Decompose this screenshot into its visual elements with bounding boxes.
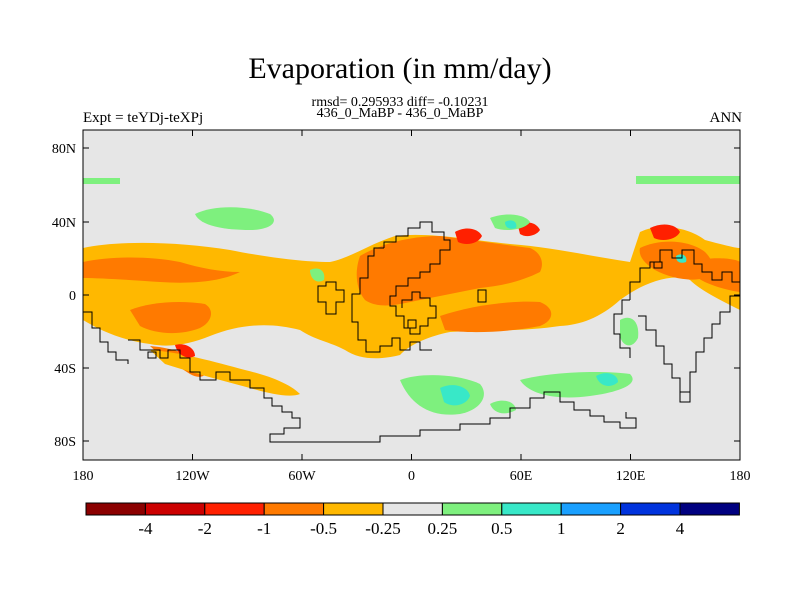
field-southern-ocean-a-core	[440, 385, 470, 406]
subtitle-case: 436_0_MaBP - 436_0_MaBP	[316, 106, 484, 121]
colorbar-label: 2	[616, 519, 625, 538]
axis-ticks	[82, 130, 741, 460]
colorbar-box	[441, 502, 503, 516]
y-tick-labels: 80N 40N 0 40S 80S	[52, 142, 76, 450]
field-north-pacific	[195, 207, 274, 230]
field-southern-ocean-a	[400, 375, 484, 415]
colorbar	[85, 502, 740, 516]
field-arctic-strip-east	[636, 176, 740, 184]
x-tick-label: 120E	[616, 469, 646, 484]
coastline-south-america	[83, 311, 637, 443]
colorbar-box	[560, 502, 622, 516]
x-tick-label: 60W	[288, 469, 316, 484]
colorbar-box	[144, 502, 206, 516]
colorbar-label: 1	[557, 519, 566, 538]
x-tick-label: 180	[730, 469, 751, 484]
y-tick-label: 80S	[54, 435, 76, 450]
field-japan-core	[650, 224, 680, 240]
colorbar-box	[204, 502, 265, 516]
subtitle-stats: rmsd= 0.295933 diff= -0.10231	[311, 95, 489, 110]
x-tick-label: 120W	[175, 469, 210, 484]
x-tick-label: 60E	[510, 469, 533, 484]
x-tick-labels: 180 120W 60W 0 60E 120E 180	[73, 469, 751, 484]
coastline-eurasia	[351, 221, 451, 353]
field-indonesia	[620, 317, 639, 346]
field-south-atlantic	[440, 301, 552, 333]
coastline-africa-west	[317, 281, 345, 315]
field-arctic-strip	[83, 178, 120, 184]
chart-title: Evaporation (in mm/day)	[248, 52, 552, 85]
field-north-band-inner	[83, 257, 240, 283]
y-tick-label: 40S	[54, 362, 76, 377]
field-south-pacific-core	[175, 344, 195, 358]
colorbar-box	[620, 502, 681, 516]
colorbar-label: -0.25	[365, 519, 400, 538]
field-arabia	[310, 268, 325, 282]
colorbar-box	[501, 502, 562, 516]
colorbar-box	[85, 502, 146, 516]
field-atlantic-core	[356, 236, 542, 306]
field-philippine-blob	[676, 254, 687, 263]
coastlines	[83, 221, 740, 443]
colorbar-box	[263, 502, 325, 516]
colorbar-label: -2	[198, 519, 212, 538]
field-north-atlantic-blob	[505, 220, 517, 229]
coastline-small-isles	[147, 261, 663, 359]
colorbar-label: -0.5	[310, 519, 337, 538]
colorbar-label: 0.25	[428, 519, 458, 538]
colorbar-label: 0.5	[491, 519, 512, 538]
colorbar-box	[323, 502, 384, 516]
coastline-asia-east	[613, 249, 740, 403]
y-tick-label: 0	[69, 289, 76, 304]
y-tick-label: 40N	[52, 216, 76, 231]
season-label: ANN	[709, 110, 743, 126]
x-tick-label: 0	[408, 469, 415, 484]
x-tick-label: 180	[73, 469, 94, 484]
coastline-arabian-island	[477, 289, 487, 303]
field-tasman	[150, 350, 300, 396]
experiment-label: Expt = teYDj-teXPj	[83, 110, 204, 126]
colorbar-label: 4	[676, 519, 685, 538]
y-tick-label: 80N	[52, 142, 76, 157]
colorbar-box	[382, 502, 443, 516]
colorbar-label: -1	[257, 519, 271, 538]
colorbar-box	[679, 502, 740, 516]
field-south-pacific	[130, 302, 212, 334]
field-southern-ocean-b-core	[596, 373, 618, 386]
field-mediterranean-core	[455, 228, 482, 244]
colorbar-label: -4	[138, 519, 153, 538]
colorbar-labels: -4 -2 -1 -0.5 -0.25 0.25 0.5 1 2 4	[138, 519, 684, 538]
